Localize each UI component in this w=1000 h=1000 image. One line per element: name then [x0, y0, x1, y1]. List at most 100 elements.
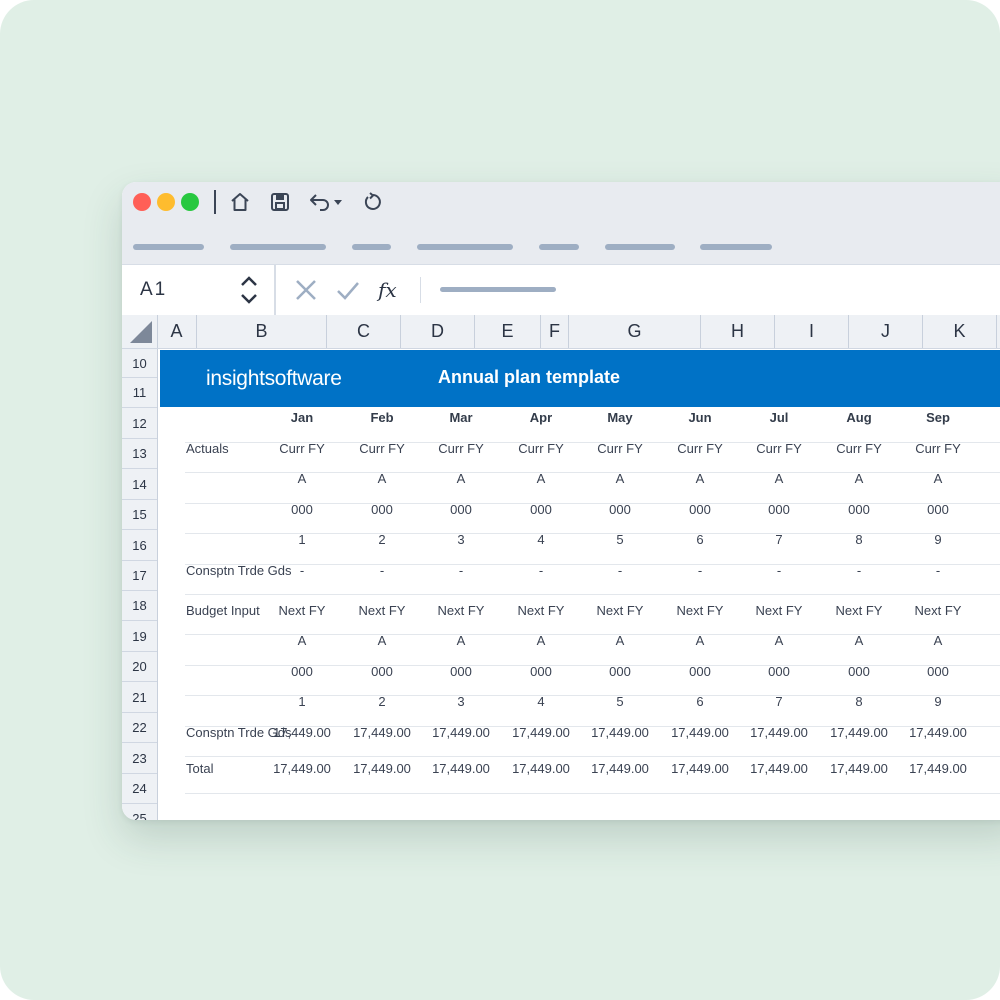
function-icon[interactable]: fx — [378, 278, 397, 302]
data-cell[interactable]: 000 — [927, 502, 949, 517]
month-header[interactable]: Feb — [370, 410, 394, 425]
confirm-icon[interactable] — [336, 277, 360, 303]
data-cell[interactable]: 7 — [775, 694, 783, 709]
data-cell[interactable]: A — [297, 633, 307, 648]
data-cell[interactable]: 000 — [371, 664, 393, 679]
data-cell[interactable]: A — [695, 633, 705, 648]
month-header[interactable]: Jun — [688, 410, 712, 425]
name-box[interactable]: A1 — [140, 279, 168, 300]
data-cell[interactable]: Next FY — [835, 603, 883, 618]
column-header-b[interactable]: B — [197, 315, 327, 348]
data-cell[interactable]: 17,449.00 — [909, 761, 967, 776]
row-header[interactable]: 19 — [122, 621, 157, 652]
column-header-f[interactable]: F — [541, 315, 569, 348]
data-cell[interactable]: 000 — [689, 502, 711, 517]
data-cell[interactable]: 17,449.00 — [591, 725, 649, 740]
data-cell[interactable]: A — [774, 633, 784, 648]
formula-input[interactable] — [440, 287, 556, 292]
data-cell[interactable]: 17,449.00 — [273, 761, 331, 776]
data-cell[interactable]: 000 — [927, 664, 949, 679]
data-cell[interactable]: Curr FY — [677, 441, 723, 456]
row-header[interactable]: 16 — [122, 530, 157, 561]
data-cell[interactable]: 1 — [298, 532, 306, 547]
data-cell[interactable]: 5 — [616, 694, 624, 709]
menu-item-4[interactable] — [417, 244, 513, 250]
column-header-g[interactable]: G — [569, 315, 701, 348]
data-cell[interactable]: 17,449.00 — [512, 761, 570, 776]
column-header-c[interactable]: C — [327, 315, 401, 348]
month-header[interactable]: Apr — [529, 410, 553, 425]
column-header-j[interactable]: J — [849, 315, 923, 348]
data-cell[interactable]: 8 — [855, 694, 863, 709]
row-header[interactable]: 24 — [122, 774, 157, 804]
maximize-button[interactable] — [181, 193, 199, 211]
data-cell[interactable]: - — [458, 563, 464, 578]
row-header[interactable]: 22 — [122, 713, 157, 743]
data-cell[interactable]: 17,449.00 — [353, 761, 411, 776]
row-label[interactable]: Consptn Trde Gds — [186, 563, 292, 578]
save-icon[interactable] — [268, 188, 292, 216]
data-cell[interactable]: 17,449.00 — [671, 761, 729, 776]
row-label[interactable]: Consptn Trde Gds — [186, 725, 292, 740]
menu-item-3[interactable] — [352, 244, 391, 250]
data-cell[interactable]: 4 — [537, 694, 545, 709]
column-header-k[interactable]: K — [923, 315, 997, 348]
data-cell[interactable]: A — [456, 471, 466, 486]
data-cell[interactable]: 17,449.00 — [273, 725, 331, 740]
home-icon[interactable] — [228, 188, 252, 216]
menu-item-7[interactable] — [700, 244, 772, 250]
data-cell[interactable]: 6 — [696, 694, 704, 709]
data-cell[interactable]: A — [854, 633, 864, 648]
data-cell[interactable]: - — [617, 563, 623, 578]
data-cell[interactable]: A — [536, 471, 546, 486]
data-cell[interactable]: 4 — [537, 532, 545, 547]
data-cell[interactable]: Curr FY — [836, 441, 882, 456]
data-cell[interactable]: 17,449.00 — [432, 725, 490, 740]
data-cell[interactable]: Curr FY — [518, 441, 564, 456]
data-cell[interactable]: Curr FY — [359, 441, 405, 456]
data-cell[interactable]: 000 — [291, 502, 313, 517]
select-all-corner[interactable] — [122, 315, 158, 348]
data-cell[interactable]: 6 — [696, 532, 704, 547]
data-cell[interactable]: 3 — [457, 694, 465, 709]
data-cell[interactable]: 17,449.00 — [830, 725, 888, 740]
row-header[interactable]: 17 — [122, 561, 157, 591]
data-cell[interactable]: 17,449.00 — [750, 725, 808, 740]
data-cell[interactable]: 000 — [530, 502, 552, 517]
data-cell[interactable]: 000 — [609, 664, 631, 679]
data-cell[interactable]: A — [297, 471, 307, 486]
data-cell[interactable]: 000 — [450, 502, 472, 517]
data-cell[interactable]: A — [774, 471, 784, 486]
column-header-d[interactable]: D — [401, 315, 475, 348]
row-header[interactable]: 21 — [122, 682, 157, 713]
refresh-icon[interactable] — [360, 188, 384, 216]
data-cell[interactable]: 000 — [609, 502, 631, 517]
row-header[interactable]: 11 — [122, 378, 157, 408]
data-cell[interactable]: A — [456, 633, 466, 648]
data-cell[interactable]: A — [615, 471, 625, 486]
data-cell[interactable]: Next FY — [676, 603, 724, 618]
data-cell[interactable]: 000 — [768, 502, 790, 517]
data-cell[interactable]: 17,449.00 — [830, 761, 888, 776]
data-cell[interactable]: A — [377, 633, 387, 648]
column-header-h[interactable]: H — [701, 315, 775, 348]
row-header[interactable]: 25 — [122, 804, 157, 820]
data-cell[interactable]: 8 — [855, 532, 863, 547]
data-cell[interactable]: Curr FY — [915, 441, 961, 456]
data-cell[interactable]: Next FY — [358, 603, 406, 618]
data-cell[interactable]: Next FY — [278, 603, 326, 618]
row-header[interactable]: 12 — [122, 408, 157, 439]
data-cell[interactable]: 000 — [450, 664, 472, 679]
data-cell[interactable]: 000 — [291, 664, 313, 679]
data-cell[interactable]: 000 — [768, 664, 790, 679]
row-header[interactable]: 14 — [122, 469, 157, 500]
data-cell[interactable]: Next FY — [914, 603, 962, 618]
column-header-a[interactable]: A — [157, 315, 197, 348]
data-cell[interactable]: - — [935, 563, 941, 578]
data-cell[interactable]: A — [615, 633, 625, 648]
menu-item-6[interactable] — [605, 244, 675, 250]
data-cell[interactable]: Curr FY — [279, 441, 325, 456]
row-header[interactable]: 10 — [122, 349, 157, 378]
menu-item-2[interactable] — [230, 244, 326, 250]
data-cell[interactable]: 17,449.00 — [750, 761, 808, 776]
